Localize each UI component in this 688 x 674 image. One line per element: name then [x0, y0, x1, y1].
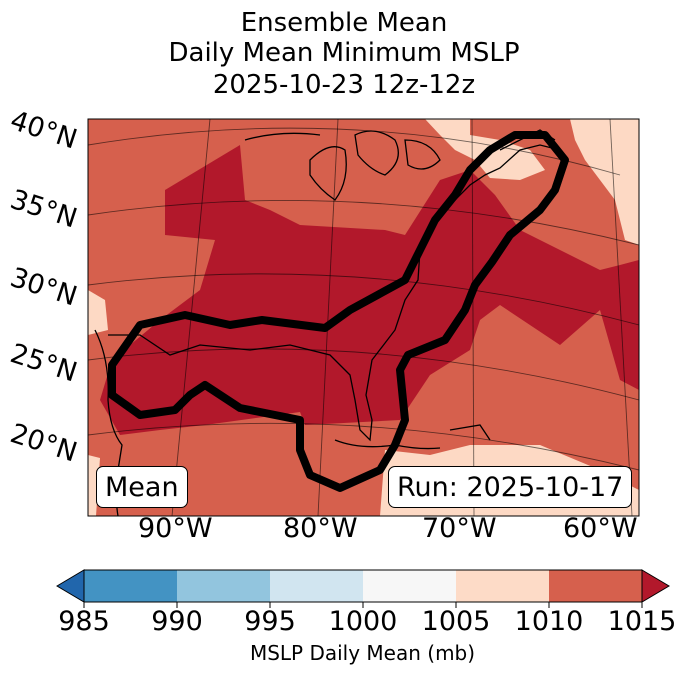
- ensemble-contour: [108, 131, 569, 492]
- lon-label-60w: 60°W: [563, 513, 638, 544]
- colorbar-label: MSLP Daily Mean (mb): [249, 641, 476, 665]
- map-panel: [88, 119, 639, 516]
- field-1005-1010-west: [88, 290, 108, 335]
- colorbar-tick-1015: 1015: [607, 606, 677, 637]
- colorbar-tick-1000: 1000: [328, 606, 398, 637]
- lon-label-70w: 70°W: [422, 513, 497, 544]
- colorbar-tick-995: 995: [244, 606, 296, 637]
- lon-label-90w: 90°W: [138, 513, 213, 544]
- colorbar-segment-1010-1015: [549, 570, 642, 602]
- field-1005-1010-northeast-corner: [570, 119, 639, 245]
- colorbar-tick-985: 985: [58, 606, 110, 637]
- colorbar-over-extension: [641, 569, 670, 603]
- lon-label-80w: 80°W: [283, 513, 358, 544]
- colorbar-segment-1000-1005: [363, 570, 456, 602]
- run-date-badge: Run: 2025-10-17: [388, 466, 633, 508]
- colorbar: [56, 569, 670, 608]
- colorbar-tick-1010: 1010: [514, 606, 584, 637]
- title-line-1: Ensemble Mean: [240, 8, 448, 38]
- map-frame: [87, 118, 640, 517]
- colorbar-tick-1005: 1005: [421, 606, 491, 637]
- colorbar-segment-1005-1010: [456, 570, 549, 602]
- colorbar-under-extension: [56, 569, 85, 603]
- title-line-2: Daily Mean Minimum MSLP: [168, 38, 520, 68]
- colorbar-tick-990: 990: [151, 606, 203, 637]
- colorbar-segment-985-990: [84, 570, 177, 602]
- title-line-3: 2025-10-23 12z-12z: [212, 70, 476, 100]
- mean-badge: Mean: [96, 466, 188, 508]
- colorbar-segment-990-995: [177, 570, 270, 602]
- colorbar-segment-995-1000: [270, 570, 363, 602]
